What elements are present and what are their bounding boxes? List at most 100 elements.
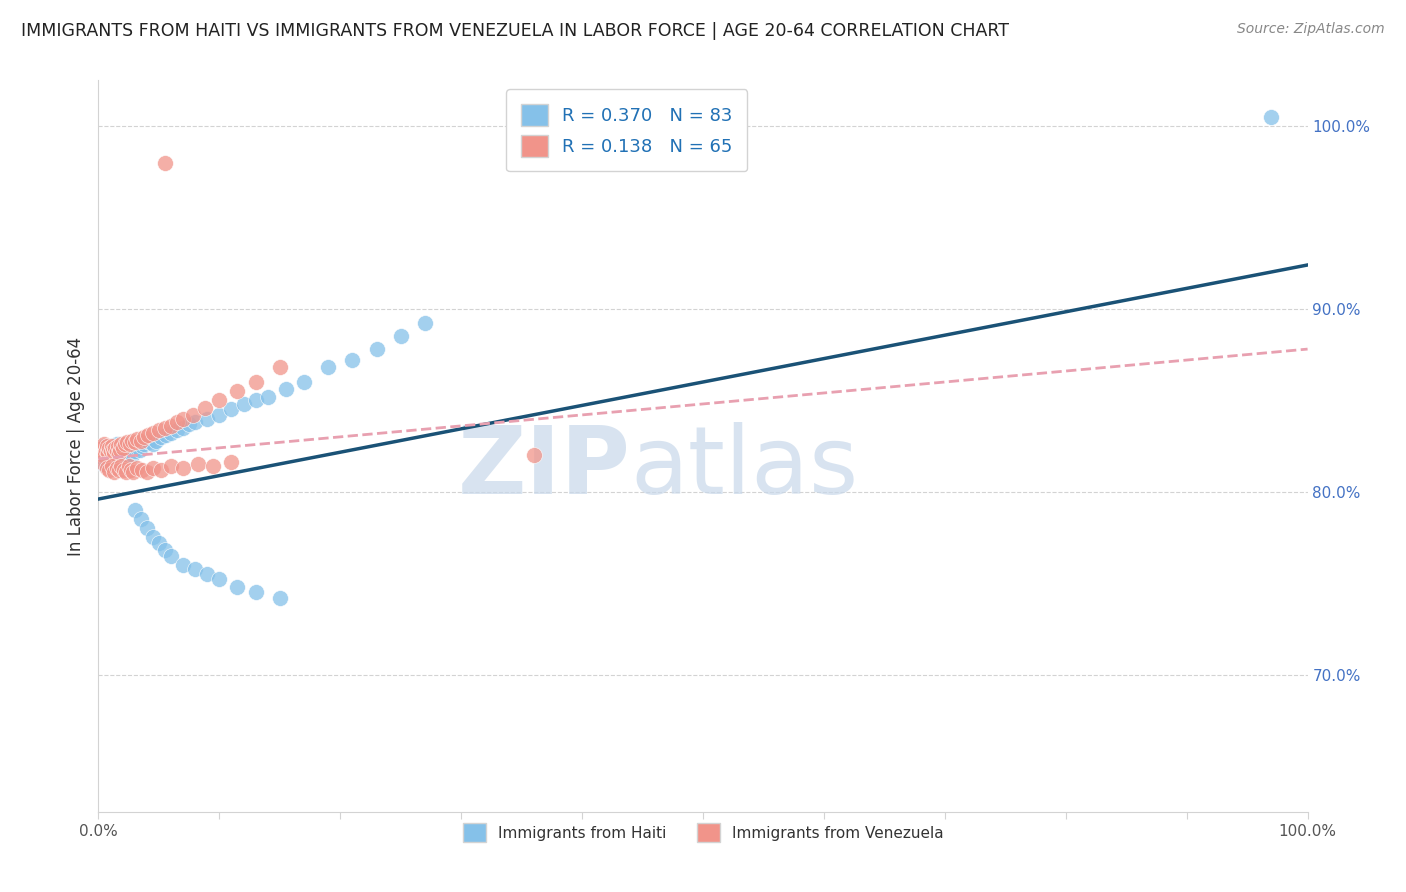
Point: [145, 434, 167, 448]
Point: [121, 448, 143, 462]
Point: [195, 567, 218, 582]
Point: [91, 441, 114, 455]
Point: [108, 444, 131, 458]
Point: [135, 465, 157, 479]
Point: [93, 458, 115, 472]
Point: [118, 459, 141, 474]
Point: [98, 450, 121, 464]
Point: [292, 375, 315, 389]
Point: [114, 437, 136, 451]
Point: [103, 446, 125, 460]
Y-axis label: In Labor Force | Age 20-64: In Labor Force | Age 20-64: [66, 336, 84, 556]
Point: [316, 360, 339, 375]
Point: [115, 444, 138, 458]
Point: [97, 442, 120, 457]
Point: [105, 461, 128, 475]
Point: [104, 442, 127, 457]
Point: [172, 411, 194, 425]
Point: [160, 549, 183, 563]
Point: [108, 446, 131, 460]
Point: [120, 463, 142, 477]
Point: [245, 375, 267, 389]
Point: [166, 423, 188, 437]
Point: [103, 446, 125, 460]
Point: [110, 448, 132, 462]
Point: [172, 420, 194, 434]
Point: [105, 437, 128, 451]
Point: [256, 390, 278, 404]
Point: [97, 446, 120, 460]
Point: [269, 591, 291, 605]
Point: [112, 463, 135, 477]
Point: [124, 435, 146, 450]
Point: [523, 448, 546, 462]
Point: [110, 437, 132, 451]
Point: [160, 459, 183, 474]
Point: [142, 437, 165, 451]
Point: [208, 573, 231, 587]
Point: [127, 432, 149, 446]
Text: ZIP: ZIP: [457, 422, 630, 514]
Point: [245, 393, 267, 408]
Point: [413, 317, 436, 331]
Point: [122, 465, 145, 479]
Point: [112, 446, 135, 460]
Point: [108, 446, 131, 460]
Point: [160, 426, 183, 441]
Point: [117, 448, 139, 462]
Point: [97, 448, 120, 462]
Point: [155, 428, 177, 442]
Point: [153, 155, 176, 169]
Point: [118, 441, 141, 455]
Point: [94, 450, 117, 464]
Point: [245, 585, 267, 599]
Point: [129, 434, 152, 448]
Point: [127, 441, 149, 455]
Point: [91, 458, 114, 472]
Point: [103, 450, 125, 464]
Legend: Immigrants from Haiti, Immigrants from Venezuela: Immigrants from Haiti, Immigrants from V…: [457, 817, 949, 848]
Point: [221, 455, 243, 469]
Point: [104, 441, 127, 455]
Point: [117, 435, 139, 450]
Point: [118, 442, 141, 457]
Point: [104, 453, 127, 467]
Point: [184, 561, 207, 575]
Text: IMMIGRANTS FROM HAITI VS IMMIGRANTS FROM VENEZUELA IN LABOR FORCE | AGE 20-64 CO: IMMIGRANTS FROM HAITI VS IMMIGRANTS FROM…: [21, 22, 1010, 40]
Point: [120, 446, 142, 460]
Point: [90, 448, 112, 462]
Point: [138, 435, 160, 450]
Point: [107, 450, 129, 464]
Point: [98, 463, 121, 477]
Point: [96, 441, 118, 455]
Point: [100, 439, 122, 453]
Point: [90, 444, 112, 458]
Point: [134, 430, 156, 444]
Point: [226, 384, 249, 399]
Point: [100, 439, 122, 453]
Point: [128, 442, 150, 457]
Point: [103, 465, 125, 479]
Point: [148, 423, 170, 437]
Point: [366, 342, 388, 356]
Point: [98, 453, 121, 467]
Point: [96, 455, 118, 469]
Point: [111, 442, 134, 457]
Point: [93, 451, 115, 466]
Point: [100, 451, 122, 466]
Point: [389, 329, 412, 343]
Point: [208, 408, 231, 422]
Point: [100, 459, 122, 474]
Point: [91, 448, 114, 462]
Point: [181, 408, 204, 422]
Point: [184, 415, 207, 429]
Point: [131, 463, 153, 477]
Point: [105, 448, 128, 462]
Point: [111, 441, 134, 455]
Point: [108, 442, 131, 457]
Point: [274, 382, 297, 396]
Point: [115, 465, 138, 479]
Point: [100, 444, 122, 458]
Point: [107, 441, 129, 455]
Point: [96, 439, 118, 453]
